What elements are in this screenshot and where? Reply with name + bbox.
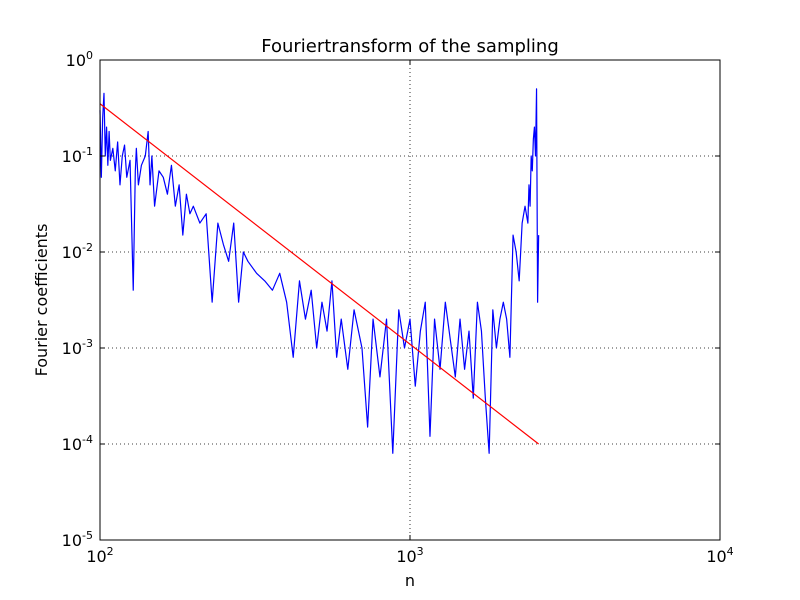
y-tick-exp: -4 [82, 433, 93, 446]
y-tick-base: 10 [62, 531, 82, 550]
y-tick-base: 10 [62, 435, 82, 454]
x-tick-exp: 3 [417, 545, 424, 558]
y-tick-base: 10 [62, 339, 82, 358]
y-tick-exp: -1 [82, 145, 93, 158]
y-tick-exp: -5 [82, 529, 93, 542]
y-tick-exp: -3 [82, 337, 93, 350]
fourier-coefficients-line [99, 88, 540, 454]
chart-title: Fouriertransform of the sampling [261, 36, 559, 57]
x-tick-label: 102 [86, 545, 113, 566]
y-tick-exp: -2 [82, 241, 93, 254]
x-axis-label: n [405, 571, 415, 590]
y-tick-exp: 0 [86, 49, 93, 62]
x-tick-base: 10 [86, 547, 106, 566]
x-tick-label: 103 [396, 545, 423, 566]
y-tick-label: 10-1 [62, 145, 93, 166]
y-tick-label: 10-5 [62, 529, 93, 550]
x-tick-base: 10 [396, 547, 416, 566]
x-tick-exp: 4 [727, 545, 734, 558]
ticks [99, 59, 721, 541]
y-tick-base: 10 [62, 147, 82, 166]
grid [100, 60, 720, 540]
y-tick-base: 10 [62, 243, 82, 262]
plot-lines [99, 88, 540, 454]
y-tick-label: 10-4 [62, 433, 93, 454]
y-tick-label: 10-3 [62, 337, 93, 358]
y-tick-label: 100 [66, 49, 93, 70]
x-tick-exp: 2 [107, 545, 114, 558]
fit-line [99, 103, 540, 445]
x-tick-base: 10 [706, 547, 726, 566]
y-tick-label: 10-2 [62, 241, 93, 262]
y-tick-base: 10 [66, 51, 86, 70]
x-tick-label: 104 [706, 545, 733, 566]
y-axis-label: Fourier coefficients [32, 224, 51, 377]
